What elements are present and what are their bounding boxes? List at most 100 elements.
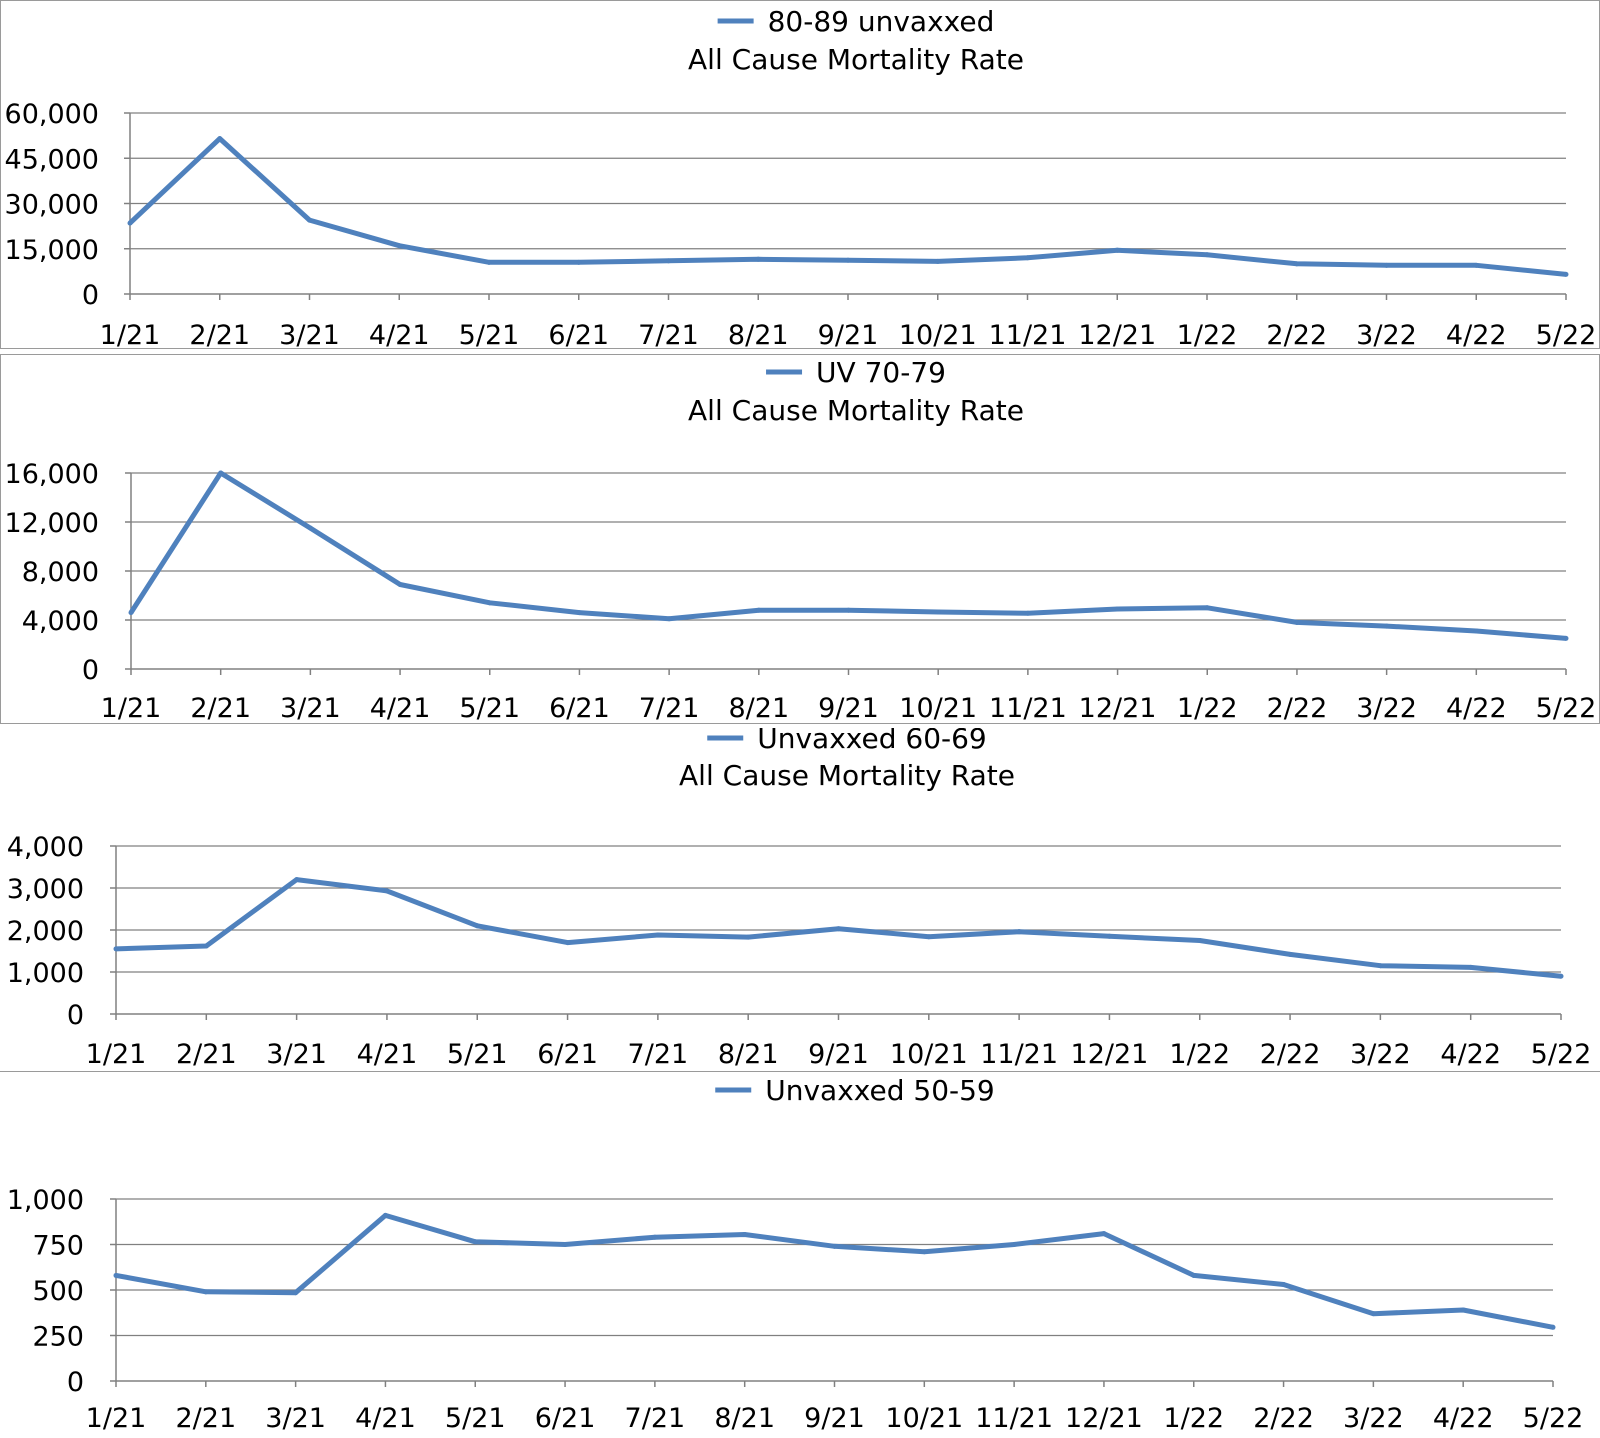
data-point — [1011, 1242, 1017, 1247]
x-tick-label: 12/21 — [1065, 1403, 1143, 1434]
legend-label: Unvaxxed 60-69 — [757, 728, 987, 755]
x-tick-label: 6/21 — [537, 1039, 598, 1070]
data-point — [1473, 628, 1479, 634]
x-tick-label: 5/21 — [459, 320, 520, 350]
data-point — [128, 610, 134, 616]
y-tick-label: 1,000 — [7, 958, 84, 989]
chart-subtitle: All Cause Mortality Rate — [688, 394, 1024, 427]
data-point — [1281, 1282, 1287, 1288]
x-tick-label: 11/21 — [975, 1403, 1053, 1434]
data-point — [745, 934, 751, 940]
data-point — [293, 1290, 299, 1296]
legend-label: Unvaxxed 50-59 — [765, 1074, 995, 1107]
chart-panel-70-79: 0 4,000 8,000 12,000 16,000 1/21 2/21 3/21 4/21 5… — [0, 354, 1600, 724]
data-point — [218, 470, 224, 476]
x-tick-label: 4/21 — [370, 693, 431, 724]
data-point — [1197, 938, 1203, 943]
x-tick-label: 4/22 — [1446, 693, 1507, 724]
x-tick-label: 11/21 — [989, 320, 1067, 350]
x-tick-label: 12/21 — [1078, 320, 1156, 350]
x-tick-label: 2/21 — [189, 320, 250, 350]
data-point — [1115, 606, 1121, 612]
x-tick-label: 8/21 — [728, 693, 789, 724]
x-tick-label: 2/22 — [1253, 1403, 1314, 1434]
data-point — [1106, 933, 1112, 939]
data-point — [652, 1234, 658, 1240]
x-tick-label: 6/21 — [548, 320, 609, 350]
data-point — [1377, 963, 1383, 969]
x-tick-label: 1/21 — [86, 1403, 147, 1434]
x-tick-label: 5/22 — [1531, 1039, 1592, 1070]
data-point — [921, 1249, 927, 1255]
data-point — [1191, 1272, 1197, 1278]
data-point — [1460, 1307, 1466, 1313]
x-tick-label: 4/21 — [369, 320, 430, 350]
x-tick-label: 3/21 — [265, 1403, 326, 1434]
y-tick-label: 12,000 — [5, 508, 99, 539]
y-tick-label: 4,000 — [7, 832, 84, 863]
y-tick-label: 750 — [32, 1231, 84, 1262]
data-point — [113, 946, 119, 952]
x-tick-label: 1/22 — [1177, 320, 1238, 350]
data-point — [935, 258, 941, 264]
data-point — [1287, 951, 1293, 957]
data-point — [127, 220, 133, 226]
data-point — [203, 943, 209, 949]
chart-80-89-unvaxxed: 0 15,000 30,000 45,000 60,000 1/21 2/21 3/21 4/2… — [5, 5, 1597, 350]
x-tick-label: 3/22 — [1356, 320, 1417, 350]
y-tick-label: 2,000 — [7, 916, 84, 947]
y-tick-label: 8,000 — [22, 557, 99, 588]
data-point — [655, 932, 661, 938]
data-point — [836, 926, 841, 932]
chart-unvaxxed-60-69: 0 1,000 2,000 3,000 4,000 1/21 2/21 3/21 4/21 5/2… — [7, 728, 1592, 1070]
x-tick-label: 1/21 — [101, 693, 162, 724]
data-point — [384, 888, 390, 894]
data-point — [294, 877, 300, 883]
data-point — [832, 1243, 837, 1249]
data-point — [382, 1212, 388, 1218]
data-point — [1370, 1311, 1376, 1317]
data-point — [742, 1231, 748, 1237]
series-line — [115, 1212, 1554, 1330]
data-point — [935, 609, 941, 615]
data-point — [1101, 1231, 1107, 1237]
data-point — [1558, 973, 1564, 979]
data-point — [217, 136, 223, 142]
data-point — [576, 259, 582, 265]
data-point — [307, 217, 312, 223]
data-point — [666, 616, 672, 622]
x-tick-label: 8/21 — [714, 1403, 775, 1434]
legend-label: UV 70-79 — [816, 356, 946, 389]
x-tick-label: 12/21 — [1071, 1039, 1149, 1070]
x-tick-label: 3/22 — [1343, 1403, 1404, 1434]
y-tick-label: 60,000 — [5, 99, 99, 130]
legend-label: 80-89 unvaxxed — [768, 5, 995, 38]
x-tick-label: 7/21 — [639, 693, 700, 724]
data-point — [203, 1289, 209, 1295]
y-tick-label: 30,000 — [5, 190, 99, 221]
data-point — [1204, 252, 1210, 258]
x-tick-label: 1/22 — [1177, 693, 1238, 724]
data-point — [486, 259, 492, 265]
x-tick-label: 3/21 — [279, 320, 340, 350]
data-point — [756, 607, 762, 613]
x-tick-label: 9/21 — [818, 693, 879, 724]
x-tick-label: 2/22 — [1266, 320, 1327, 350]
x-tick-label: 4/22 — [1446, 320, 1507, 350]
data-point — [926, 934, 932, 940]
data-point — [1016, 929, 1022, 935]
y-tick-label: 0 — [67, 1000, 84, 1031]
data-point — [472, 1239, 478, 1245]
data-point — [1384, 262, 1389, 268]
data-point — [845, 257, 851, 263]
x-tick-label: 5/22 — [1536, 693, 1597, 724]
x-tick-label: 11/21 — [980, 1039, 1058, 1070]
x-tick-label: 1/22 — [1163, 1403, 1224, 1434]
x-tick-label: 2/21 — [190, 693, 251, 724]
x-tick-label: 1/22 — [1169, 1039, 1230, 1070]
x-tick-label: 6/21 — [549, 693, 610, 724]
y-tick-label: 3,000 — [7, 874, 84, 905]
y-tick-label: 250 — [32, 1322, 84, 1353]
y-tick-label: 0 — [82, 280, 99, 311]
data-point — [1025, 610, 1031, 616]
